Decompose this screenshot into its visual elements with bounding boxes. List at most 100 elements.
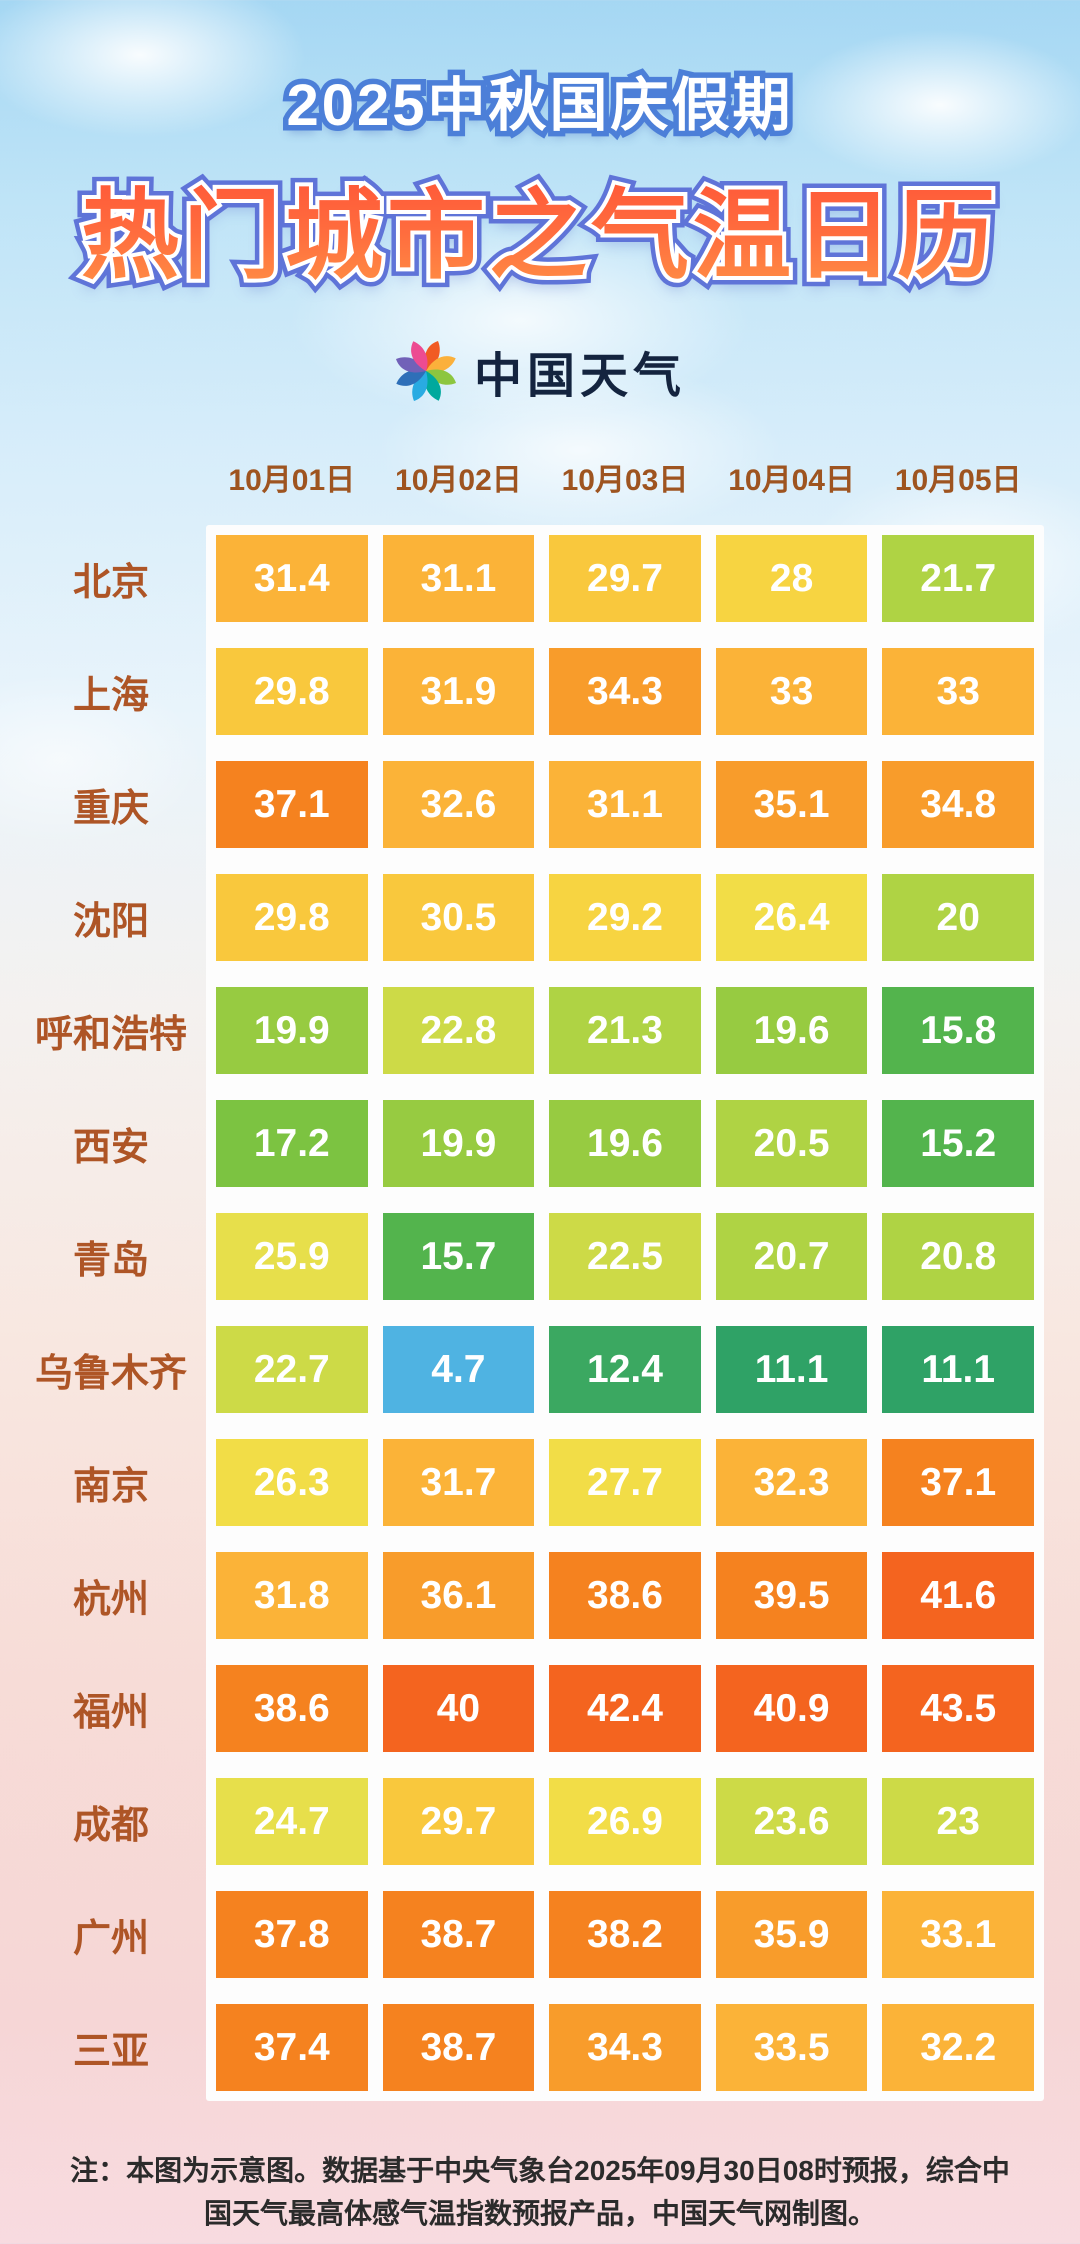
title-line1-text: 2025中秋国庆假期 [286, 73, 794, 138]
temp-cell: 21.3 [549, 987, 701, 1074]
city-label: 青岛 [72, 1240, 149, 1282]
temp-cell: 42.4 [549, 1665, 701, 1752]
temp-cell: 31.9 [382, 648, 535, 735]
temp-cell: 19.9 [382, 1100, 535, 1187]
temp-cell: 33 [715, 648, 868, 735]
temp-cell: 30.5 [382, 874, 535, 961]
city-label: 杭州 [72, 1579, 149, 1621]
temp-cell: 21.7 [882, 535, 1034, 622]
temp-cell: 36.1 [382, 1552, 535, 1639]
city-label: 乌鲁木齐 [34, 1353, 187, 1395]
temp-cell: 23.6 [715, 1778, 868, 1865]
temp-cell: 11.1 [882, 1326, 1034, 1413]
temp-cell: 20.7 [715, 1213, 868, 1300]
city-label: 成都 [72, 1805, 149, 1847]
temp-cell: 34.3 [549, 2004, 701, 2091]
city-label: 沈阳 [72, 901, 149, 943]
title-line1: 2025中秋国庆假期 2025中秋国庆假期 [0, 58, 1080, 144]
city-label: 福州 [72, 1692, 149, 1734]
temp-cell: 31.7 [382, 1439, 535, 1526]
title-line2-text: 热门城市之气温日历 [81, 156, 999, 298]
temp-cell: 29.7 [549, 535, 701, 622]
temp-cell: 22.8 [382, 987, 535, 1074]
temp-cell: 26.9 [549, 1778, 701, 1865]
temp-cell: 22.5 [549, 1213, 701, 1300]
city-labels: 北京 上海 重庆 沈阳 呼和浩特 西安 青岛 乌鲁木齐 南京 杭州 福州 成都 广州 三亚 [16, 462, 206, 2101]
temp-cell: 31.4 [216, 535, 368, 622]
temp-cell: 17.2 [216, 1100, 368, 1187]
temp-cell: 33.1 [882, 1891, 1034, 1978]
temp-cell: 31.8 [216, 1552, 368, 1639]
temp-cell: 19.6 [715, 987, 868, 1074]
temp-cell: 39.5 [715, 1552, 868, 1639]
temp-cell: 38.6 [216, 1665, 368, 1752]
header: 2025中秋国庆假期 2025中秋国庆假期 热门城市之气温日历 热门城市之气温日… [0, 0, 1080, 406]
temp-cell: 26.4 [715, 874, 868, 961]
temp-cell: 37.8 [216, 1891, 368, 1978]
temp-cell: 32.2 [882, 2004, 1034, 2091]
temp-cell: 4.7 [382, 1326, 535, 1413]
city-label: 南京 [72, 1466, 149, 1508]
temp-cell: 15.7 [382, 1213, 535, 1300]
logo-pinwheel-icon [395, 341, 456, 401]
temp-cell: 38.2 [549, 1891, 701, 1978]
temperature-calendar: 北京 上海 重庆 沈阳 呼和浩特 西安 青岛 乌鲁木齐 南京 杭州 福州 成都 广州 三亚 10月01日 1… [16, 462, 1044, 2101]
temp-cell: 20 [882, 874, 1034, 961]
temp-cell: 38.7 [382, 1891, 535, 1978]
temp-cell: 34.3 [549, 648, 701, 735]
city-label: 呼和浩特 [34, 1014, 187, 1056]
temp-cell: 19.6 [549, 1100, 701, 1187]
temp-cell: 24.7 [216, 1778, 368, 1865]
temp-cell: 35.9 [715, 1891, 868, 1978]
date-header: 10月01日 [228, 464, 356, 497]
temp-cell: 34.8 [882, 761, 1034, 848]
temp-cell: 33 [882, 648, 1034, 735]
temp-cell: 43.5 [882, 1665, 1034, 1752]
date-header-row: 10月01日 10月02日 10月03日 10月04日 10月05日 [206, 462, 1044, 499]
temp-cell: 29.8 [216, 648, 368, 735]
city-label: 北京 [72, 562, 149, 604]
temp-cell: 12.4 [549, 1326, 701, 1413]
temp-cell: 37.1 [216, 761, 368, 848]
temp-cell: 15.8 [882, 987, 1034, 1074]
temp-cell: 27.7 [549, 1439, 701, 1526]
temp-cell: 25.9 [216, 1213, 368, 1300]
temp-cell: 31.1 [549, 761, 701, 848]
city-label: 广州 [72, 1918, 149, 1960]
temp-cell: 20.5 [715, 1100, 868, 1187]
temp-grid: 31.4 31.1 29.7 28 21.7 29.8 31.9 34.3 33 33 37.1 32… [216, 535, 1034, 2091]
date-header: 10月05日 [894, 464, 1022, 497]
temp-cell: 22.7 [216, 1326, 368, 1413]
temp-cell: 29.7 [382, 1778, 535, 1865]
temp-cell: 20.8 [882, 1213, 1034, 1300]
temp-grid-container: 31.4 31.1 29.7 28 21.7 29.8 31.9 34.3 33 33 37.1 32… [206, 525, 1044, 2101]
date-header: 10月04日 [728, 464, 855, 497]
city-label: 三亚 [72, 2031, 149, 2073]
temp-cell: 26.3 [216, 1439, 368, 1526]
temp-cell: 29.2 [549, 874, 701, 961]
brand-logo: 中国天气 [0, 336, 1080, 406]
title-line2: 热门城市之气温日历 热门城市之气温日历 热门城市之气温日历 [0, 156, 1080, 299]
temp-cell: 37.4 [216, 2004, 368, 2091]
temp-cell: 29.8 [216, 874, 368, 961]
logo-text: 中国天气 [473, 350, 686, 403]
date-header: 10月02日 [395, 464, 522, 497]
temp-cell: 31.1 [382, 535, 535, 622]
city-label: 上海 [72, 675, 149, 717]
temp-cell: 40.9 [715, 1665, 868, 1752]
date-header: 10月03日 [561, 464, 689, 497]
temp-cell: 41.6 [882, 1552, 1034, 1639]
temp-cell: 40 [382, 1665, 535, 1752]
temp-cell: 38.6 [549, 1552, 701, 1639]
temp-cell: 38.7 [382, 2004, 535, 2091]
temp-cell: 23 [882, 1778, 1034, 1865]
temp-cell: 37.1 [882, 1439, 1034, 1526]
grid-wrap: 10月01日 10月02日 10月03日 10月04日 10月05日 31.4 31.1 2… [206, 462, 1044, 2101]
temp-cell: 19.9 [216, 987, 368, 1074]
temp-cell: 28 [715, 535, 868, 622]
footer-note: 注：本图为示意图。数据基于中央气象台2025年09月30日08时预报，综合中国天… [70, 2155, 1010, 2230]
temp-cell: 33.5 [715, 2004, 868, 2091]
temp-cell: 11.1 [715, 1326, 868, 1413]
city-label: 重庆 [72, 788, 149, 830]
